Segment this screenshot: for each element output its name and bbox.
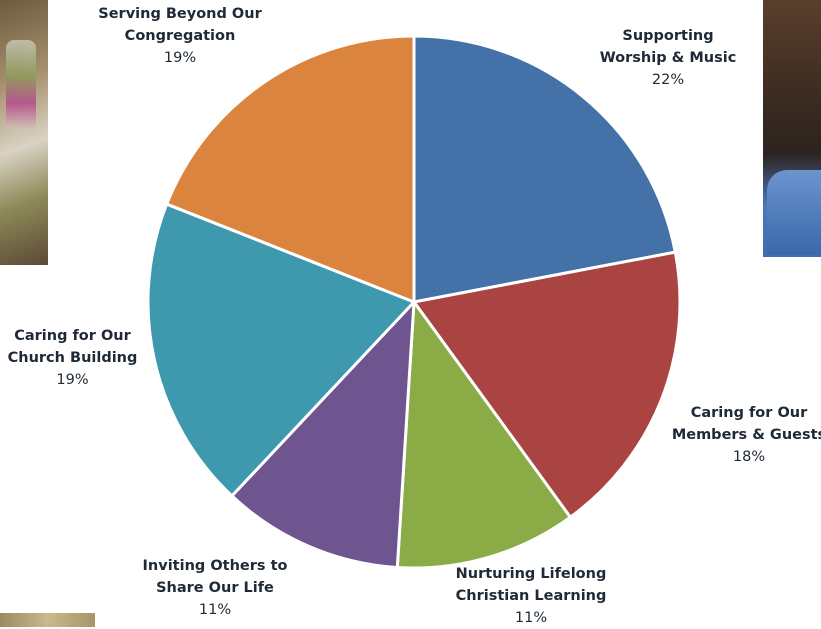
slice-label-caring-members: Caring for Our Members & Guests 18% bbox=[669, 402, 821, 468]
slice-label-line: Christian Learning bbox=[455, 588, 607, 604]
slice-label-serving-beyond: Serving Beyond Our Congregation 19% bbox=[95, 3, 265, 69]
slice-label-line: Church Building bbox=[7, 350, 138, 366]
slice-label-line: Inviting Others to bbox=[142, 558, 288, 574]
background-photo-bottom-left bbox=[0, 613, 95, 627]
pie-slice-nurturing-learning bbox=[395, 300, 572, 570]
slice-label-line: Congregation bbox=[124, 28, 236, 44]
pie-slice-serving-beyond bbox=[165, 34, 416, 304]
slice-label-nurturing-learning: Nurturing Lifelong Christian Learning 11… bbox=[446, 563, 616, 629]
slice-percent: 22% bbox=[651, 72, 685, 88]
background-photo-top-left bbox=[0, 0, 48, 265]
pie-slice-caring-members bbox=[412, 250, 682, 519]
slice-label-caring-building: Caring for Our Church Building 19% bbox=[0, 325, 145, 391]
slice-percent: 11% bbox=[514, 610, 548, 626]
background-photo-top-right bbox=[763, 0, 821, 257]
pie-slice-inviting-others bbox=[230, 300, 416, 569]
slice-label-line: Nurturing Lifelong bbox=[455, 566, 607, 582]
slice-label-line: Caring for Our bbox=[690, 405, 808, 421]
slice-label-line: Caring for Our bbox=[14, 328, 131, 344]
slice-percent: 18% bbox=[732, 449, 766, 465]
slice-percent: 19% bbox=[56, 372, 89, 388]
slice-label-inviting-others: Inviting Others to Share Our Life 11% bbox=[135, 555, 295, 621]
slice-label-line: Worship & Music bbox=[599, 50, 737, 66]
slice-percent: 11% bbox=[198, 602, 232, 618]
pie-slice-supporting-worship bbox=[412, 34, 677, 304]
slice-label-line: Members & Guests bbox=[671, 427, 821, 443]
slice-label-line: Share Our Life bbox=[156, 580, 274, 596]
slice-label-line: Supporting bbox=[622, 28, 714, 44]
slice-label-line: Serving Beyond Our bbox=[98, 6, 262, 22]
slice-percent: 19% bbox=[163, 50, 197, 66]
slice-label-supporting-worship: Supporting Worship & Music 22% bbox=[588, 25, 748, 91]
